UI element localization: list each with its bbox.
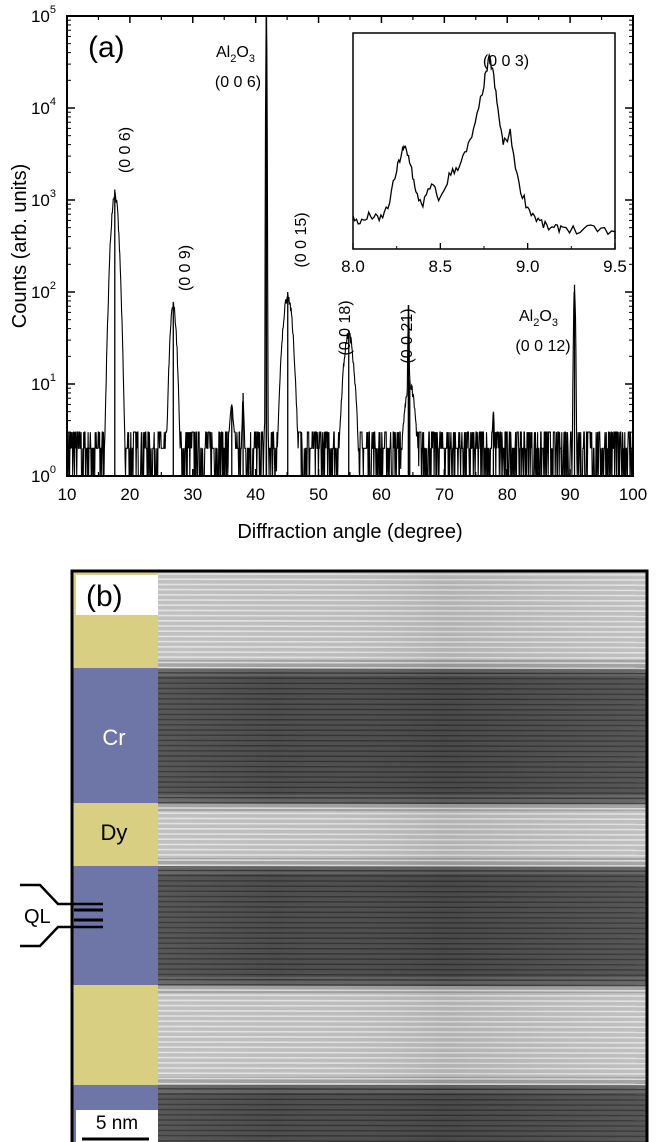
- substrate-label-006: Al2O3 (0 0 6): [215, 44, 261, 91]
- x-tick-label: 60: [372, 485, 391, 504]
- xrd-trace: [66, 19, 633, 477]
- inset-series-line: [352, 52, 616, 240]
- y-tick-label: 101: [31, 372, 56, 394]
- y-tick-label: 105: [31, 4, 56, 26]
- x-tick-label: 80: [498, 485, 517, 504]
- x-tick-label: 90: [561, 485, 580, 504]
- cr-strip: [73, 866, 158, 985]
- dy-strip: [73, 803, 158, 866]
- x-tick-label: 30: [183, 485, 202, 504]
- inset-x-tick-label: 8.0: [341, 257, 365, 276]
- svg-text:Al2O3: Al2O3: [216, 44, 255, 65]
- inset-x-axis-ticks: 8.0 8.5 9.0 9.5: [341, 243, 627, 276]
- y-tick-label: 100: [31, 464, 56, 486]
- panel-label-a: (a): [88, 31, 125, 64]
- x-tick-label: 20: [120, 485, 139, 504]
- x-axis-ticks: 10 20 30 40 50 60 70 80 90 100: [58, 16, 647, 504]
- x-tick-label: 50: [309, 485, 328, 504]
- y-axis-ticks: 100 101 102 103 104 105: [31, 4, 633, 486]
- dy-strip: [73, 985, 158, 1085]
- y-tick-label: 104: [31, 96, 56, 118]
- xrd-chart: 10 20 30 40 50 60 70 80 90 100 100 101 102 103 104 105…: [9, 4, 647, 543]
- cr-label: Cr: [102, 725, 125, 750]
- inset-chart: 8.0 8.5 9.0 9.5 (0 0 3): [341, 32, 627, 276]
- scale-bar-background: [76, 1110, 158, 1142]
- inset-peak-label: (0 0 3): [483, 53, 529, 70]
- x-axis-label: Diffraction angle (degree): [237, 521, 462, 543]
- inset-x-tick-label: 8.5: [429, 257, 453, 276]
- panel-label-b-background: [76, 575, 158, 615]
- xrd-series-line: [66, 16, 633, 477]
- ql-label: QL: [24, 906, 51, 928]
- scale-bar-label: 5 nm: [96, 1113, 138, 1134]
- peak-label-0018: (0 0 18): [337, 300, 354, 355]
- substrate-label-0012: Al2O3 (0 0 12): [515, 308, 570, 355]
- peak-label-0015: (0 0 15): [293, 212, 310, 267]
- peak-label-0021: (0 0 21): [399, 308, 416, 363]
- cr-strip: [73, 668, 158, 803]
- peak-label-006: (0 0 6): [117, 127, 134, 173]
- inset-x-tick-label: 9.0: [516, 257, 540, 276]
- dy-label: Dy: [101, 820, 128, 845]
- stem-frame: [70, 569, 649, 1142]
- y-tick-label: 103: [31, 188, 56, 210]
- svg-text:Al2O3: Al2O3: [519, 308, 558, 329]
- stem-image: (b) Cr Dy QL 5 nm: [20, 569, 649, 1142]
- peak-label-009: (0 0 9): [177, 245, 194, 291]
- x-tick-label: 40: [246, 485, 265, 504]
- svg-text:(0 0 6): (0 0 6): [215, 74, 261, 91]
- inset-frame: [352, 32, 616, 250]
- inset-x-tick-label: 9.5: [603, 257, 627, 276]
- y-axis-label: Counts (arb. units): [9, 164, 31, 329]
- y-tick-label: 102: [31, 280, 56, 302]
- x-tick-label: 70: [435, 485, 454, 504]
- layer-color-strip: [73, 572, 158, 1142]
- panel-label-b: (b): [86, 580, 123, 613]
- ql-bracket: QL: [20, 883, 103, 948]
- svg-text:(0 0 12): (0 0 12): [515, 338, 570, 355]
- x-tick-label: 100: [619, 485, 647, 504]
- x-tick-label: 10: [58, 485, 77, 504]
